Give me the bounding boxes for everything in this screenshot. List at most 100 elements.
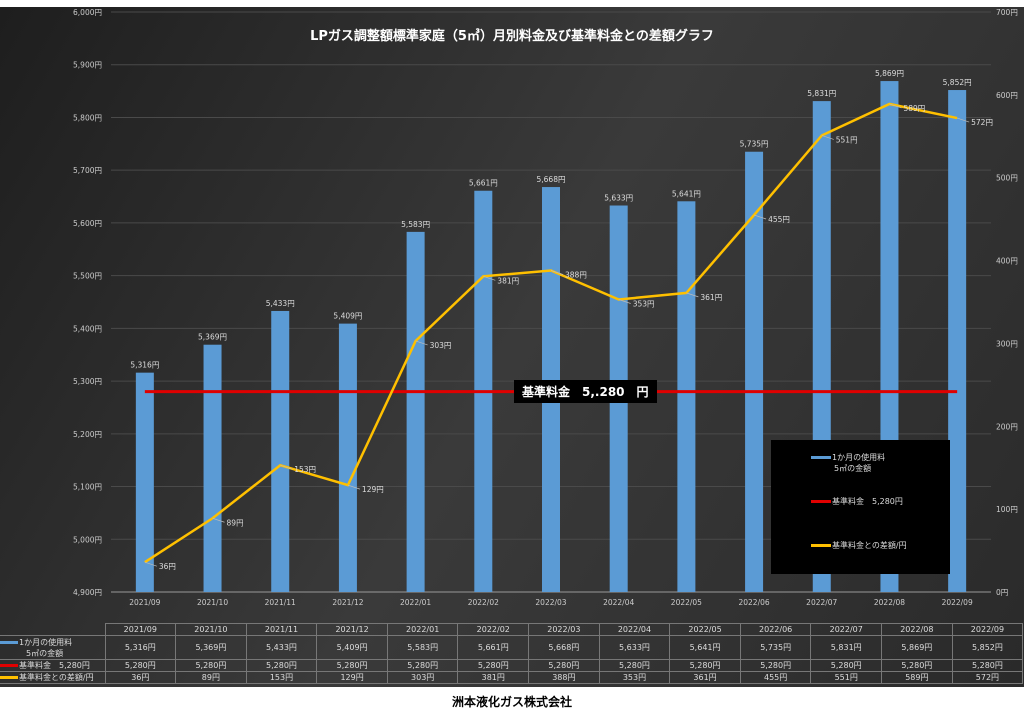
table-cell: 5,280円 — [316, 659, 388, 672]
line-data-label: 303円 — [430, 341, 452, 350]
legend-label: 基準料金 5,280円 — [832, 497, 903, 506]
table-header-cell: 2022/06 — [739, 623, 812, 636]
line-data-label: 589円 — [903, 104, 925, 113]
x-tick-label: 2022/05 — [671, 598, 702, 607]
table-cell: 5,280円 — [810, 659, 883, 672]
x-tick-label: 2021/09 — [129, 598, 160, 607]
left-tick-label: 5,700円 — [73, 166, 102, 175]
table-header-cell: 2021/09 — [104, 623, 177, 636]
bar-data-label: 5,409円 — [333, 312, 362, 321]
x-tick-label: 2022/06 — [738, 598, 769, 607]
table-cell: 5,369円 — [175, 635, 247, 660]
table-header-cell: 2022/02 — [457, 623, 530, 636]
table-header-cell: 2022/07 — [810, 623, 883, 636]
table-header-cell: 2022/08 — [881, 623, 953, 636]
right-tick-label: 500円 — [996, 174, 1018, 183]
table-cell: 589円 — [881, 671, 953, 684]
right-tick-label: 600円 — [996, 91, 1018, 100]
leader-line — [550, 270, 564, 275]
row-swatch — [0, 664, 18, 667]
leader-line — [144, 561, 157, 567]
table-cell: 5,869円 — [881, 635, 953, 660]
legend: 1か月の使用料 5㎥の金額 基準料金 5,280円 基準料金との差額/円 — [771, 440, 950, 574]
line-data-label: 455円 — [768, 215, 790, 224]
table-cell: 5,280円 — [669, 659, 741, 672]
bar-data-label: 5,869円 — [875, 69, 904, 78]
table-header-cell: 2022/03 — [528, 623, 600, 636]
table-cell: 5,280円 — [881, 659, 953, 672]
chart-svg: 4,900円 5,000円 5,100円 5,200円 5,300円 5,400円 5,50… — [73, 8, 1018, 607]
bar — [406, 231, 425, 592]
table-cell: 5,316円 — [104, 635, 177, 660]
bar — [135, 372, 154, 592]
line-data-label: 129円 — [362, 485, 384, 494]
table-cell: 303円 — [386, 671, 459, 684]
row-swatch — [0, 640, 18, 644]
row-label: 基準料金との差額/円 — [19, 673, 94, 682]
table-cell: 381円 — [457, 671, 530, 684]
table-cell: 5,280円 — [598, 659, 671, 672]
row-header: 基準料金 5,280円 — [0, 659, 106, 672]
x-tick-label: 2022/09 — [942, 598, 973, 607]
row-label: 基準料金 5,280円 — [19, 661, 90, 670]
line-data-label: 388円 — [565, 271, 587, 280]
standard-fee-annotation: 基準料金 5,.280 円 — [514, 380, 657, 403]
x-tick-label: 2021/12 — [332, 598, 363, 607]
legend-swatch-red — [811, 500, 831, 503]
bar-data-label: 5,641円 — [672, 189, 701, 198]
bar — [745, 151, 764, 592]
table-cell: 5,280円 — [457, 659, 530, 672]
bar — [338, 323, 357, 592]
table-cell: 89円 — [175, 671, 247, 684]
x-tick-label: 2022/04 — [603, 598, 634, 607]
leader-line — [212, 517, 225, 523]
x-tick-label: 2022/01 — [400, 598, 431, 607]
left-tick-label: 5,900円 — [73, 61, 102, 70]
right-tick-label: 700円 — [996, 8, 1018, 17]
legend-swatch-yellow — [811, 544, 831, 547]
legend-swatch-blue — [811, 456, 831, 459]
x-tick-label: 2022/02 — [468, 598, 499, 607]
bar-data-label: 5,668円 — [537, 175, 566, 184]
table-header-cell: 2022/01 — [386, 623, 459, 636]
bar-data-label: 5,661円 — [469, 179, 498, 188]
data-table: 2021/09 2021/10 2021/11 2021/12 2022/01 2022/… — [0, 623, 1024, 684]
bar-data-label: 5,369円 — [198, 333, 227, 342]
legend-label: 基準料金との差額/円 — [832, 541, 907, 550]
right-tick-label: 400円 — [996, 257, 1018, 266]
right-tick-label: 300円 — [996, 339, 1018, 348]
left-tick-label: 5,800円 — [73, 113, 102, 122]
table-corner — [0, 623, 105, 636]
row-header: 基準料金との差額/円 — [0, 671, 106, 684]
table-cell: 5,433円 — [245, 635, 318, 660]
x-tick-label: 2021/10 — [197, 598, 228, 607]
row-header: 1か月の使用料 5㎥の金額 — [0, 635, 106, 660]
left-tick-label: 5,600円 — [73, 219, 102, 228]
bar — [948, 90, 967, 592]
table-cell: 551円 — [810, 671, 883, 684]
leader-line — [821, 135, 834, 140]
left-tick-label: 5,000円 — [73, 535, 102, 544]
bar-data-label: 5,316円 — [130, 361, 159, 370]
table-row: 1か月の使用料 5㎥の金額 5,316円 5,369円 5,433円 5,409円 5,58… — [0, 635, 1024, 660]
table-header-cell: 2022/04 — [598, 623, 671, 636]
x-tick-label: 2022/08 — [874, 598, 905, 607]
bar-data-label: 5,633円 — [604, 194, 633, 203]
left-tick-label: 5,500円 — [73, 272, 102, 281]
x-tick-label: 2021/11 — [265, 598, 296, 607]
line-data-label: 551円 — [836, 135, 858, 144]
left-tick-label: 5,200円 — [73, 430, 102, 439]
table-cell: 129円 — [316, 671, 388, 684]
leader-line — [280, 464, 293, 470]
table-cell: 5,583円 — [386, 635, 459, 660]
right-tick-label: 0円 — [996, 588, 1008, 597]
table-cell: 353円 — [598, 671, 671, 684]
table-cell: 5,280円 — [104, 659, 177, 672]
bar-data-label: 5,831円 — [807, 89, 836, 98]
bar — [271, 310, 290, 592]
row-swatch — [0, 676, 18, 679]
table-cell: 455円 — [739, 671, 812, 684]
chart-title: LPガス調整額標準家庭（5㎥）月別料金及び基準料金との差額グラフ — [310, 29, 714, 44]
table-cell: 5,852円 — [951, 635, 1024, 660]
table-cell: 36円 — [104, 671, 177, 684]
